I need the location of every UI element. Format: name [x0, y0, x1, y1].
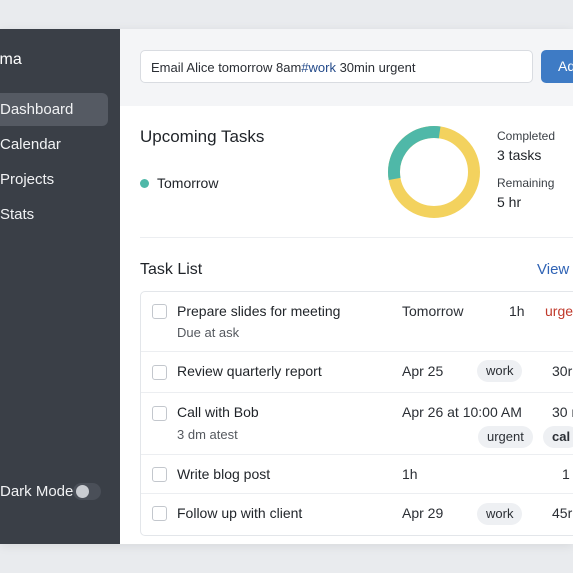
completed-label: Completed	[497, 129, 556, 143]
task-due: 1h	[402, 466, 418, 482]
quick-add-bar: Email Alice tomorrow 8am#work 30min urge…	[120, 29, 573, 106]
upcoming-tasks-title: Upcoming Tasks	[140, 127, 265, 146]
task-checkbox[interactable]	[152, 406, 167, 421]
legend-label: Tomorrow	[157, 175, 219, 191]
sidebar-item-dashboard[interactable]: Dashboard	[0, 93, 108, 126]
quick-add-tag: #work	[301, 60, 336, 75]
task-title: Follow up with client	[177, 505, 303, 521]
dark-mode-toggle[interactable]	[73, 483, 101, 500]
dark-mode-label: Dark Mode	[0, 483, 74, 500]
main-content: Email Alice tomorrow 8am#work 30min urge…	[120, 29, 573, 544]
sidebar-item-stats[interactable]: Stats	[0, 206, 35, 223]
table-row[interactable]: Review quarterly report Apr 25 work 30r	[141, 352, 573, 393]
task-subtitle: Due at ask	[177, 325, 240, 340]
task-checkbox[interactable]	[152, 506, 167, 521]
table-row[interactable]: Call with Bob 3 dm atest Apr 26 at 10:00…	[141, 393, 573, 455]
task-checkbox[interactable]	[152, 365, 167, 380]
task-title: Write blog post	[177, 466, 271, 482]
table-row[interactable]: Write blog post 1h 1	[141, 455, 573, 494]
task-duration: 30r	[552, 363, 573, 379]
task-title: Prepare slides for meeting	[177, 303, 341, 319]
task-tag[interactable]: work	[477, 503, 523, 525]
legend-dot	[140, 178, 149, 188]
task-checkbox[interactable]	[152, 304, 167, 319]
task-due: Apr 29	[402, 505, 444, 521]
remaining-block: Remaining 5 hr	[497, 176, 555, 210]
remaining-value: 5 hr	[497, 194, 522, 210]
remaining-label: Remaining	[497, 176, 555, 190]
task-due: Apr 25	[402, 363, 444, 379]
task-subtitle: 3 dm atest	[177, 427, 238, 442]
task-priority: urge	[545, 303, 573, 319]
task-tag[interactable]: work	[477, 360, 523, 382]
task-due: Tomorrow	[402, 303, 464, 319]
donut-completed-arc	[388, 126, 480, 218]
progress-donut	[388, 126, 480, 218]
task-duration: 1	[562, 466, 570, 482]
task-title: Review quarterly report	[177, 363, 322, 379]
task-duration: 30 r	[552, 404, 573, 420]
task-duration: 45r	[552, 505, 573, 521]
task-due: Apr 26 at 10:00 AM	[402, 404, 522, 420]
toggle-knob	[76, 485, 89, 498]
view-all-link[interactable]: View	[537, 261, 570, 278]
app-brand: ima	[0, 51, 22, 68]
app-window: ima Dashboard Calendar Projects Stats Da…	[0, 29, 573, 544]
add-task-button[interactable]: Ad	[541, 50, 573, 83]
task-list-title: Task List	[140, 261, 203, 278]
dark-mode-setting: Dark Mode	[0, 481, 110, 503]
quick-add-text: Email Alice tomorrow 8am	[151, 60, 302, 75]
donut-legend: Tomorrow	[140, 175, 218, 191]
quick-add-input[interactable]: Email Alice tomorrow 8am#work 30min urge…	[140, 50, 533, 83]
sidebar: ima Dashboard Calendar Projects Stats Da…	[0, 29, 120, 544]
task-duration: 1h	[509, 303, 525, 319]
task-table: Prepare slides for meeting Due at ask To…	[140, 291, 573, 536]
table-row[interactable]: Follow up with client Apr 29 work 45r	[141, 494, 573, 535]
task-tag[interactable]: urgent	[478, 426, 533, 448]
sidebar-item-calendar[interactable]: Calendar	[0, 136, 61, 153]
task-tag[interactable]: cal	[543, 426, 573, 448]
quick-add-text-suffix: 30min urgent	[335, 60, 416, 75]
task-checkbox[interactable]	[152, 467, 167, 482]
completed-value: 3 tasks	[497, 147, 542, 163]
upcoming-stats: Completed 3 tasks Remaining 5 hr	[497, 129, 555, 210]
sidebar-item-projects[interactable]: Projects	[0, 171, 55, 188]
task-title: Call with Bob	[177, 404, 259, 420]
sidebar-nav: Dashboard Calendar Projects Stats	[0, 93, 108, 233]
table-row[interactable]: Prepare slides for meeting Due at ask To…	[141, 292, 573, 352]
section-divider	[140, 237, 573, 238]
